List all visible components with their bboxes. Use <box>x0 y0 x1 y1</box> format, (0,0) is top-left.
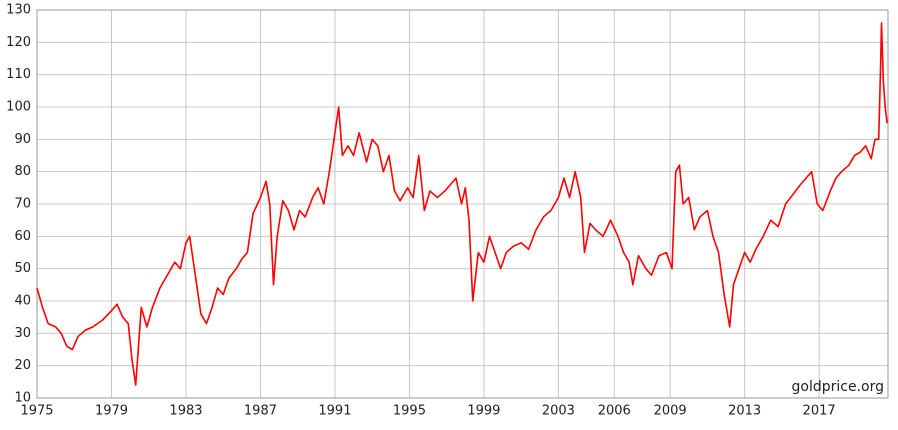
y-tick-label: 40 <box>14 294 31 309</box>
y-tick-label: 50 <box>14 261 31 276</box>
x-tick-label: 2017 <box>803 404 836 419</box>
y-tick-label: 120 <box>6 35 31 50</box>
y-tick-label: 70 <box>14 197 31 212</box>
x-tick-label: 1983 <box>169 404 202 419</box>
y-tick-label: 100 <box>6 100 31 115</box>
y-tick-label: 60 <box>14 229 31 244</box>
y-tick-label: 110 <box>6 67 31 82</box>
watermark: goldprice.org <box>792 379 884 395</box>
y-tick-label: 30 <box>14 326 31 341</box>
x-tick-label: 1991 <box>318 404 351 419</box>
x-tick-label: 2003 <box>542 404 575 419</box>
plot-frame <box>36 9 889 399</box>
y-tick-label: 10 <box>14 391 31 406</box>
x-tick-label: 1975 <box>20 404 53 419</box>
x-tick-label: 1995 <box>393 404 426 419</box>
x-tick-label: 2013 <box>728 404 761 419</box>
y-tick-label: 90 <box>14 132 31 147</box>
x-tick-label: 1987 <box>244 404 277 419</box>
y-tick-label: 20 <box>14 358 31 373</box>
y-tick-label: 130 <box>6 3 31 18</box>
x-tick-label: 1999 <box>467 404 500 419</box>
data-line <box>36 22 888 386</box>
x-tick-label: 2009 <box>654 404 687 419</box>
y-tick-label: 80 <box>14 164 31 179</box>
x-tick-label: 2006 <box>598 404 631 419</box>
x-tick-label: 1979 <box>95 404 128 419</box>
